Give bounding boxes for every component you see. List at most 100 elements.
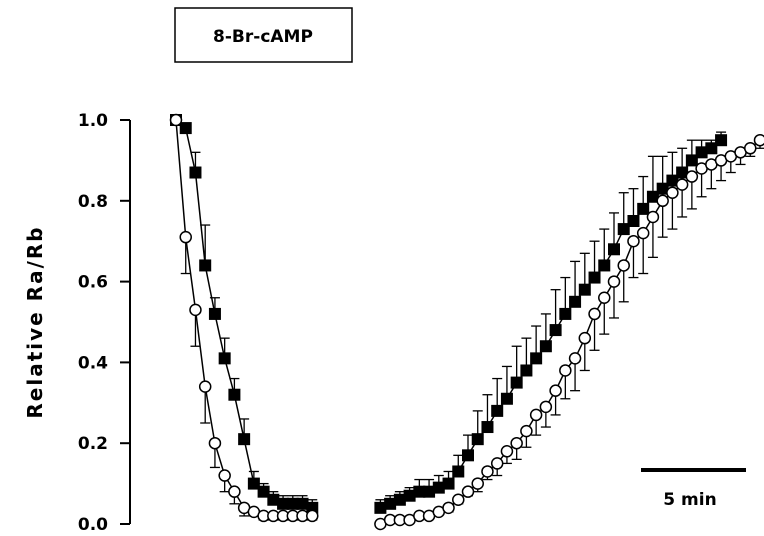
data-point-filled-square (705, 142, 718, 155)
data-point-open-circle (471, 477, 484, 490)
data-point-filled-square (296, 497, 309, 510)
data-point-open-circle (442, 501, 455, 515)
data-point-filled-square (413, 485, 426, 498)
data-point-filled-square (685, 154, 698, 167)
data-point-filled-square (539, 340, 552, 353)
data-point-filled-square (559, 307, 572, 320)
data-point-filled-square (598, 259, 611, 272)
data-point-open-circle (306, 509, 319, 523)
data-point-filled-square (627, 215, 640, 227)
y-tick-label: 1.0 (78, 111, 108, 131)
data-point-filled-square (588, 271, 601, 284)
data-point-open-circle (490, 457, 504, 470)
data-point-open-circle (607, 275, 621, 288)
data-point-open-circle (549, 384, 562, 397)
data-point-open-circle (646, 210, 660, 224)
data-point-filled-square (510, 376, 523, 389)
scale-bar-label: 5 min (663, 490, 716, 510)
data-point-open-circle (627, 234, 640, 248)
data-point-filled-square (238, 433, 251, 446)
data-point-filled-square (384, 497, 397, 510)
data-point-open-circle (539, 400, 553, 414)
y-tick-label: 0.2 (78, 434, 108, 454)
y-axis-title: Relative Ra/Rb (23, 225, 47, 418)
data-point-open-circle (481, 465, 494, 478)
scale-bar: 5 min (641, 468, 746, 510)
y-tick-label: 0.0 (78, 515, 108, 535)
treatment-box-frame (174, 7, 353, 63)
data-point-open-circle (744, 142, 757, 155)
y-axis: 0.0 0.2 0.4 0.6 0.8 1.0 (78, 111, 131, 535)
data-point-filled-square (452, 465, 465, 478)
data-point-filled-square (530, 352, 543, 365)
data-point-filled-square (520, 364, 533, 377)
data-point-filled-square (656, 182, 669, 195)
data-point-filled-square (423, 485, 436, 498)
data-point-filled-square (277, 497, 290, 510)
data-point-open-circle (559, 364, 572, 377)
data-point-open-circle (520, 424, 533, 438)
data-point-filled-square (286, 497, 299, 510)
data-point-filled-square (393, 493, 406, 506)
data-point-filled-square (432, 481, 445, 494)
data-point-open-circle (578, 331, 592, 345)
data-point-filled-square (617, 223, 630, 236)
data-point-open-circle (452, 493, 465, 507)
data-point-open-circle (218, 469, 231, 482)
data-point-open-circle (500, 445, 514, 458)
data-point-open-circle (169, 113, 183, 127)
data-point-filled-square (199, 259, 212, 272)
data-point-open-circle (636, 226, 650, 240)
data-point-filled-square (267, 493, 280, 506)
data-point-open-circle (656, 194, 669, 208)
data-point-filled-square (306, 501, 319, 514)
data-point-filled-square (500, 392, 513, 405)
data-point-open-circle (598, 291, 611, 305)
data-point-open-circle (228, 485, 241, 498)
data-point-filled-square (676, 166, 689, 179)
data-point-filled-square (228, 388, 241, 401)
data-point-filled-square (646, 190, 659, 203)
data-point-filled-square (374, 501, 387, 514)
data-point-open-circle (685, 170, 699, 183)
data-point-open-circle (529, 408, 543, 422)
data-point-filled-square (462, 449, 474, 462)
y-tick-label: 0.4 (78, 353, 108, 373)
data-point-filled-square (481, 421, 494, 434)
data-point-open-circle (666, 186, 679, 199)
data-point-filled-square (578, 283, 591, 296)
data-point-open-circle (179, 230, 192, 244)
data-point-open-circle (617, 259, 630, 272)
data-point-filled-square (257, 485, 270, 498)
data-point-filled-square (208, 307, 221, 320)
data-point-filled-square (695, 146, 708, 159)
y-tick-label: 0.6 (78, 273, 108, 293)
data-point-open-circle (510, 436, 523, 450)
data-point-filled-square (608, 243, 620, 256)
data-markers (169, 113, 764, 531)
data-point-open-circle (568, 352, 582, 365)
data-point-filled-square (491, 404, 504, 417)
data-point-filled-square (637, 202, 650, 215)
data-point-filled-square (218, 352, 231, 365)
data-point-filled-square (549, 324, 562, 337)
y-tick-label: 0.8 (78, 192, 108, 212)
data-point-filled-square (247, 477, 260, 490)
treatment-label: 8-Br-cAMP (213, 27, 313, 47)
data-point-filled-square (179, 122, 192, 135)
data-point-open-circle (208, 436, 222, 450)
data-point-open-circle (189, 303, 202, 317)
treatment-box: 8-Br-cAMP (174, 7, 353, 63)
data-point-filled-square (666, 174, 679, 187)
data-point-filled-square (442, 477, 455, 490)
data-point-open-circle (753, 133, 764, 147)
data-point-filled-square (403, 489, 416, 502)
data-point-open-circle (675, 178, 689, 191)
data-point-open-circle (588, 307, 601, 321)
data-point-filled-square (569, 295, 582, 308)
data-point-open-circle (461, 485, 475, 498)
data-point-open-circle (198, 380, 212, 393)
data-point-filled-square (715, 134, 728, 147)
series-line-open (380, 139, 761, 525)
